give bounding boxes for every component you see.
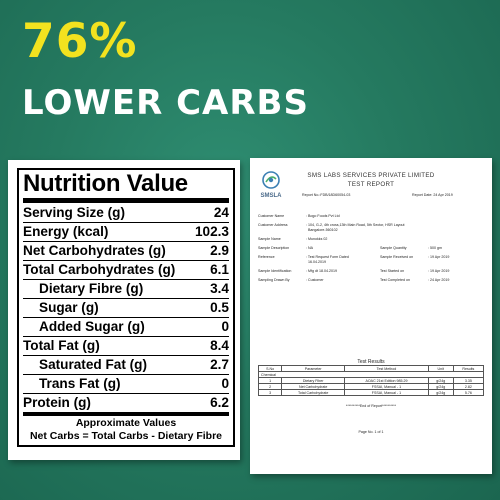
nutrition-value: 2.9 <box>210 243 229 258</box>
cell: Total Carbohydrate <box>281 389 346 396</box>
nutrition-label: Saturated Fat (g) <box>39 357 147 372</box>
field-value: : Mfg dt 18.04.2019 <box>306 269 337 273</box>
nutrition-footer: Approximate Values Net Carbs = Total Car… <box>23 412 229 445</box>
lab-logo-icon <box>262 171 280 189</box>
field-value: : 19 Apr 2019 <box>428 269 450 273</box>
cell: 3 <box>257 389 283 396</box>
nutrition-footer-line: Net Carbs = Total Carbs - Dietary Fibre <box>29 430 223 442</box>
nutrition-row: Serving Size (g) 24 <box>23 204 229 223</box>
field-label: Sample Quantity <box>380 246 407 250</box>
nutrition-value: 3.4 <box>210 281 229 296</box>
report-date: Report Date: 24 Apr 2019 <box>412 193 453 197</box>
nutrition-footer-line: Approximate Values <box>75 417 177 429</box>
nutrition-row: Dietary Fibre (g) 3.4 <box>23 280 229 299</box>
field-label: Sample Identification <box>258 269 292 273</box>
nutrition-row: Added Sugar (g) 0 <box>23 318 229 337</box>
nutrition-value: 0 <box>221 319 229 334</box>
nutrition-value: 0.5 <box>210 300 229 315</box>
nutrition-row: Energy (kcal) 102.3 <box>23 223 229 242</box>
cell: g/24g <box>427 389 454 396</box>
test-results-title: Test Results <box>357 359 385 365</box>
nutrition-row: Saturated Fat (g) 2.7 <box>23 356 229 375</box>
nutrition-facts-box: Nutrition Value Serving Size (g) 24 Energ… <box>17 168 235 447</box>
headline-text: LOWER CARBS <box>22 83 309 123</box>
test-results-table: S.No Parameter Test Method Unit Results … <box>257 365 485 396</box>
field-value: : Munokks 02 <box>306 237 328 241</box>
field-label: Sample Description <box>258 246 290 250</box>
nutrition-row: Protein (g) 6.2 <box>23 394 229 412</box>
table-row: 3 Total Carbohydrate FSSAI, Manual - 1 g… <box>257 389 485 396</box>
nutrition-label: Added Sugar (g) <box>39 319 145 334</box>
nutrition-row: Total Carbohydrates (g) 6.1 <box>23 261 229 280</box>
field-label: Sample Received on <box>380 255 414 259</box>
nutrition-value: 0 <box>221 376 229 391</box>
nutrition-title: Nutrition Value <box>23 170 229 203</box>
field-value: : 24 Apr 2019 <box>428 278 450 282</box>
nutrition-panel: Nutrition Value Serving Size (g) 24 Energ… <box>8 160 240 460</box>
field-label: Sampling Drawn By <box>258 278 290 282</box>
nutrition-row: Sugar (g) 0.5 <box>23 299 229 318</box>
field-value: : Test Request Form Dated <box>306 255 349 259</box>
nutrition-label: Protein (g) <box>23 395 91 410</box>
field-label: Test Completed on <box>380 278 410 282</box>
field-label: Test Started on <box>380 269 405 273</box>
nutrition-value: 6.2 <box>210 395 229 410</box>
nutrition-value: 102.3 <box>194 224 229 239</box>
lab-report-panel: SMSLA SMS LABS SERVICES PRIVATE LIMITED … <box>250 158 492 474</box>
nutrition-row: Total Fat (g) 8.4 <box>23 337 229 356</box>
nutrition-label: Dietary Fibre (g) <box>39 281 144 296</box>
end-of-report: **********End of Report********** <box>345 404 397 408</box>
nutrition-label: Total Fat (g) <box>23 338 100 353</box>
nutrition-label: Serving Size (g) <box>23 205 125 220</box>
nutrition-label: Total Carbohydrates (g) <box>23 262 176 277</box>
page-number: Page No. 1 of 1 <box>358 430 384 434</box>
field-label: Customer Name <box>258 214 285 218</box>
cell: 5.76 <box>452 389 485 396</box>
field-label: Customer Address <box>258 223 288 227</box>
field-value: : NA <box>306 246 313 250</box>
field-value: : 104, G-2, 4th cross,13th Main Road, 5t… <box>306 223 405 227</box>
report-number: Report No.:FDB/18D60054-03 <box>302 193 351 197</box>
nutrition-value: 8.4 <box>210 338 229 353</box>
field-label: Reference <box>258 255 275 259</box>
field-value: : 500 gm <box>428 246 442 250</box>
lab-company-name: SMS LABS SERVICES PRIVATE LIMITED <box>307 172 435 179</box>
lab-logo: SMSLA <box>258 170 284 199</box>
field-value: : Bogo Foods Pvt Ltd <box>306 214 340 218</box>
lab-logo-text: SMSLA <box>260 193 282 199</box>
field-value: 16.04.2019 <box>308 260 326 264</box>
field-value: : 19 Apr 2019 <box>428 255 450 259</box>
lab-report-title: TEST REPORT <box>347 181 395 188</box>
field-value: Bangalore-560102 <box>308 228 338 232</box>
field-value: : Customer <box>306 278 324 282</box>
nutrition-label: Sugar (g) <box>39 300 99 315</box>
cell: FSSAI, Manual - 1 <box>344 389 429 396</box>
nutrition-row: Net Carbohydrates (g) 2.9 <box>23 242 229 261</box>
nutrition-value: 24 <box>213 205 229 220</box>
nutrition-value: 6.1 <box>210 262 229 277</box>
nutrition-label: Net Carbohydrates (g) <box>23 243 166 258</box>
nutrition-row: Trans Fat (g) 0 <box>23 375 229 394</box>
nutrition-label: Trans Fat (g) <box>39 376 121 391</box>
field-label: Sample Name <box>258 237 281 241</box>
nutrition-value: 2.7 <box>210 357 229 372</box>
headline-percent: 76% <box>22 14 138 69</box>
nutrition-label: Energy (kcal) <box>23 224 109 239</box>
